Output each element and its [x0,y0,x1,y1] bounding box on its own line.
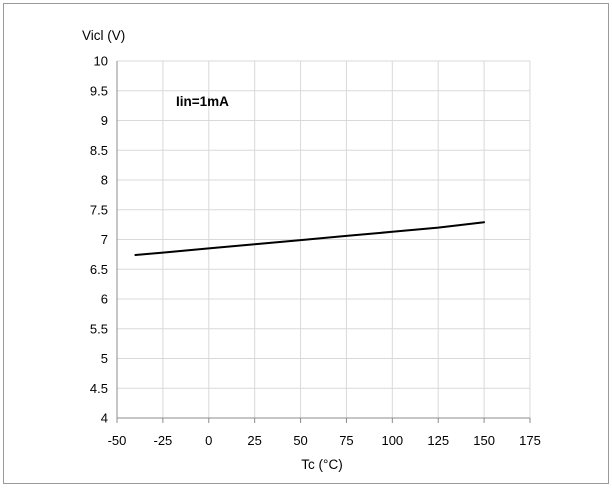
x-axis-label: Tc (°C) [301,457,342,472]
y-axis-label: Vicl (V) [82,28,125,43]
x-tick-label: 75 [339,433,353,448]
series-group [134,221,486,256]
x-tick-label: 125 [427,433,449,448]
y-tick-label: 9 [101,113,108,128]
axes [116,61,531,423]
y-tick-label: 7.5 [90,202,108,217]
line-chart: 4 4.5 5 5.5 6 6.5 7 7.5 8 8.5 9 9.5 10 -50 -25 0 25 50 75… [82,28,541,472]
series-line [134,221,486,256]
y-tick-label: 6 [101,292,108,307]
x-tick-label: 100 [381,433,403,448]
y-tick-label: 9.5 [90,83,108,98]
y-tick-label: 5 [101,351,108,366]
x-tick-label: 50 [293,433,307,448]
y-tick-label: 8.5 [90,143,108,158]
y-tick-label: 5.5 [90,321,108,336]
y-tick-label: 4.5 [90,381,108,396]
x-tick-label: 150 [473,433,495,448]
y-tick-label: 4 [101,411,108,426]
chart-frame: 4 4.5 5 5.5 6 6.5 7 7.5 8 8.5 9 9.5 10 -50 -25 0 25 50 75… [3,3,609,484]
annotation-label: Iin=1mA [176,94,229,109]
y-tick-labels: 4 4.5 5 5.5 6 6.5 7 7.5 8 8.5 9 9.5 10 [90,54,108,426]
y-tick-label: 8 [101,173,108,188]
y-tick-label: 7 [101,232,108,247]
y-tick-label: 10 [94,54,108,69]
x-tick-label: -50 [108,433,127,448]
x-tick-label: -25 [153,433,172,448]
x-tick-label: 25 [247,433,261,448]
x-tick-label: 0 [205,433,212,448]
x-tick-label: 175 [519,433,541,448]
y-tick-label: 6.5 [90,262,108,277]
grid [117,60,531,418]
x-tick-labels: -50 -25 0 25 50 75 100 125 150 175 [108,433,541,448]
